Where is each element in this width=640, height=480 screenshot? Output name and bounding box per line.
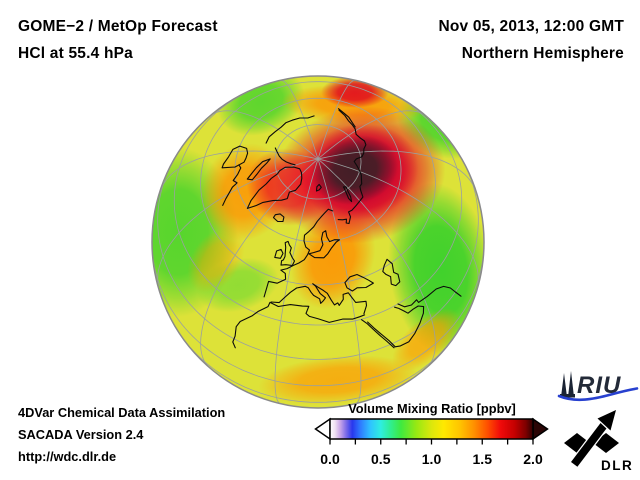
coast-labrador (222, 164, 242, 206)
colorbar-tick-label-1: 0.5 (371, 451, 391, 467)
coast-africa-west (232, 301, 271, 349)
coast-baffin-island (246, 158, 271, 181)
coast-hudson-bay (221, 145, 249, 169)
coast-russia-arctic (337, 109, 367, 225)
coast-arabia (367, 305, 425, 348)
figure-credits-block: 4DVar Chemical Data Assimilation SACADA … (18, 402, 225, 468)
coast-iceland (272, 213, 285, 223)
figure-title-instrument: GOME−2 / MetOp Forecast (18, 18, 218, 35)
field-orange-southeast-limb (392, 308, 460, 372)
riu-logo-text: RIU (577, 372, 621, 399)
colorbar-tick-label-4: 2.0 (523, 451, 543, 467)
dlr-emblem-icon (564, 407, 619, 469)
dlr-logo-text: DLR (601, 458, 633, 473)
credit-assimilation: 4DVar Chemical Data Assimilation (18, 405, 226, 420)
coast-canada-arctic-islands (274, 147, 296, 166)
credit-version: SACADA Version 2.4 (18, 427, 144, 442)
coast-chukotka (337, 108, 356, 128)
colorbar-right-arrow (532, 417, 549, 441)
coast-persia-india (397, 285, 462, 308)
colorbar-tick-label-0: 0.0 (320, 451, 340, 467)
colorbar-gradient-bar (329, 418, 534, 440)
globe-map (151, 75, 485, 409)
coast-caspian-sea (382, 258, 401, 287)
field-orange-sw-tongue (187, 227, 245, 293)
coast-alaska-north-coast (265, 115, 315, 144)
coast-black-sea (344, 273, 374, 292)
coast-greenland (246, 166, 303, 209)
coast-mediterranean-south (269, 301, 366, 323)
coast-red-sea (361, 319, 395, 349)
figure-datetime-block: Nov 05, 2013, 12:00 GMT Northern Hemisph… (438, 13, 624, 67)
riu-cathedral-icon (560, 371, 575, 398)
figure-region: Northern Hemisphere (461, 45, 624, 62)
colorbar-tick-label-2: 1.0 (422, 451, 442, 467)
coast-great-britain (280, 240, 296, 267)
coast-ireland (274, 248, 284, 259)
coast-novaya-zemlya (342, 186, 353, 203)
coastlines (221, 108, 462, 349)
figure-title-species: HCl at 55.4 hPa (18, 45, 133, 62)
coast-baltic-sea (308, 230, 341, 259)
globe-rim (151, 75, 485, 409)
coast-mediterranean-north (270, 283, 368, 315)
graticule (152, 76, 484, 405)
credit-url: http://wdc.dlr.de (18, 449, 117, 464)
mixing-ratio-field (152, 76, 484, 405)
colorbar: 0.0 0.5 1.0 1.5 2.0 (314, 417, 549, 467)
colorbar-tick-label-3: 1.5 (473, 451, 493, 467)
figure-title-block: GOME−2 / MetOp Forecast HCl at 55.4 hPa (18, 13, 218, 67)
riu-wave-swoosh (557, 387, 639, 402)
dlr-logo: DLR (560, 406, 640, 474)
figure-datetime: Nov 05, 2013, 12:00 GMT (438, 18, 624, 35)
colorbar-title: Volume Mixing Ratio [ppbv] (348, 401, 516, 416)
riu-logo: RIU (556, 366, 640, 404)
coast-europe-atlantic (263, 208, 334, 298)
colorbar-ticks (329, 439, 534, 445)
colorbar-left-arrow (314, 417, 331, 441)
coast-svalbard (315, 183, 322, 192)
